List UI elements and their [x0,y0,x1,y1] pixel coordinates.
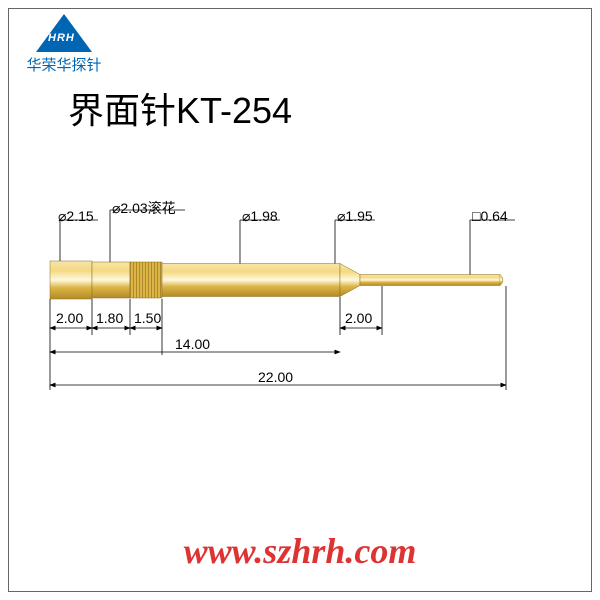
dim-d5: □0.64 [472,208,508,224]
dim-total: 22.00 [258,369,293,385]
website-url: www.szhrh.com [0,530,600,572]
dim-s1: 2.00 [56,310,83,326]
brand-logo: 华荣华探针 [14,14,114,75]
dim-s3: 1.50 [134,310,161,326]
dim-s4: 14.00 [175,336,210,352]
dim-s5: 2.00 [345,310,372,326]
brand-name: 华荣华探针 [14,54,114,75]
dim-s2: 1.80 [96,310,123,326]
dim-d4: ⌀1.95 [337,208,373,225]
dim-d2: ⌀2.03滚花 [112,198,176,218]
dim-d1: ⌀2.15 [58,208,94,225]
engineering-drawing: ⌀2.15 ⌀2.03滚花 ⌀1.98 ⌀1.95 □0.64 2.00 1.8… [40,180,560,420]
dim-d3: ⌀1.98 [242,208,278,225]
logo-triangle-icon [36,14,92,52]
product-title: 界面针KT-254 [68,82,292,134]
